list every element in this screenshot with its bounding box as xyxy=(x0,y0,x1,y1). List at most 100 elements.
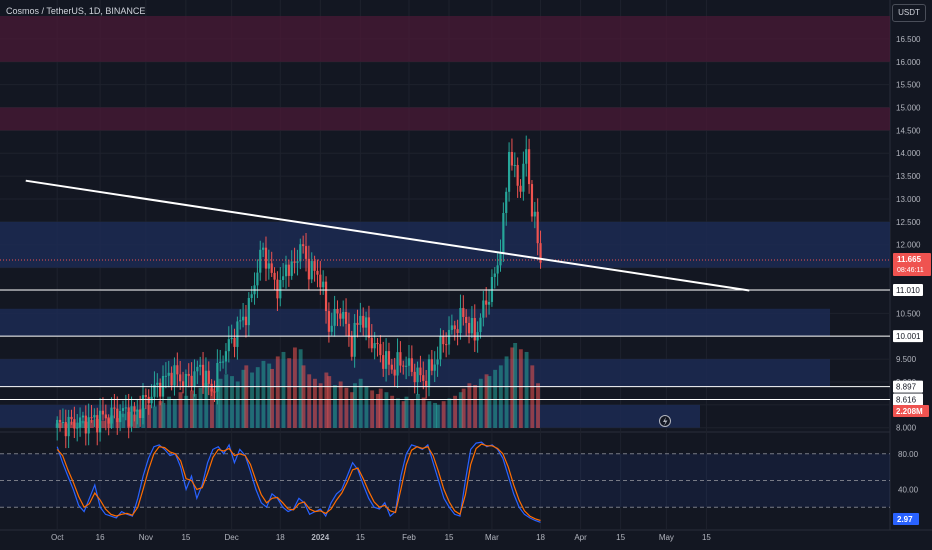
candle-body xyxy=(207,370,210,384)
level-tag xyxy=(893,380,923,393)
flash-icon-bolt xyxy=(663,417,668,426)
candle-body xyxy=(110,407,113,424)
volume-bar xyxy=(81,420,86,428)
candle-body xyxy=(244,316,248,326)
level-tag-label: 11.010 xyxy=(896,286,920,295)
volume-bar xyxy=(198,387,203,428)
candle-body xyxy=(533,211,536,217)
candle-body xyxy=(482,300,485,318)
candle-body xyxy=(150,396,153,404)
candle-body xyxy=(425,380,428,386)
volume-bar xyxy=(267,363,272,428)
time-tick-label: Oct xyxy=(51,533,64,542)
volume-bar xyxy=(344,387,349,428)
candle-body xyxy=(64,422,67,437)
candle-body xyxy=(513,164,516,166)
candle-body xyxy=(433,364,436,371)
candle-body xyxy=(376,343,379,345)
flash-icon[interactable] xyxy=(659,415,671,427)
candle-body xyxy=(459,307,462,334)
candle-body xyxy=(342,311,345,319)
volume-bar xyxy=(152,406,157,428)
candle-body xyxy=(307,258,310,280)
candle-body xyxy=(78,417,82,428)
volume-bar xyxy=(370,390,375,428)
volume-bar xyxy=(121,413,126,428)
price-tick-label: 10.500 xyxy=(896,309,921,318)
volume-bar xyxy=(218,378,223,428)
candle-body xyxy=(56,419,59,428)
candle-body xyxy=(136,409,139,412)
candle-body xyxy=(124,407,127,409)
candle-body xyxy=(359,315,362,325)
candle-body xyxy=(270,263,273,273)
candle-body xyxy=(339,313,342,319)
trendline[interactable] xyxy=(25,179,750,292)
candle-body xyxy=(456,329,459,334)
price-tick-label: 13.500 xyxy=(896,172,921,181)
volume-bar xyxy=(318,383,323,428)
volume-bar xyxy=(158,401,163,428)
stoch-d-line xyxy=(56,443,541,522)
candle-body xyxy=(442,336,445,345)
candle-body xyxy=(327,311,330,332)
candle-body xyxy=(107,418,110,424)
volume-bar xyxy=(401,401,406,428)
level-tag-label: 8.897 xyxy=(896,383,917,392)
candle-body xyxy=(67,416,70,437)
volume-bar xyxy=(250,372,254,428)
candle-body xyxy=(522,163,525,192)
volume-bar xyxy=(204,383,209,428)
candle-body xyxy=(407,358,411,366)
volume-bar xyxy=(478,378,483,428)
candle-body xyxy=(153,384,156,397)
candle-body xyxy=(284,264,288,277)
candle-body xyxy=(399,352,402,366)
time-tick-label: Apr xyxy=(574,533,587,542)
volume-bar xyxy=(395,398,400,428)
volume-bar xyxy=(101,420,106,428)
candle-body xyxy=(324,281,328,312)
last-price-label: 11.665 xyxy=(897,255,922,264)
candle-body xyxy=(76,427,79,429)
volume-bar xyxy=(473,385,478,428)
currency-button[interactable]: USDT xyxy=(892,4,926,22)
candle-body xyxy=(528,149,531,185)
volume-bar xyxy=(184,395,189,428)
volume-bar xyxy=(493,369,498,428)
volume-bar xyxy=(275,356,280,428)
time-tick-label: 15 xyxy=(616,533,625,542)
volume-bar xyxy=(390,395,395,428)
candle-body xyxy=(390,364,393,370)
stoch-tick-label: 80.00 xyxy=(898,450,919,459)
candle-body xyxy=(487,301,491,305)
candle-body xyxy=(130,406,133,427)
candle-body xyxy=(505,191,508,213)
candle-body xyxy=(167,372,170,376)
candle-body xyxy=(276,279,279,299)
volume-bar xyxy=(435,404,440,428)
candle-body xyxy=(287,264,290,276)
candle-body xyxy=(184,373,187,387)
candle-body xyxy=(227,339,230,352)
time-tick-label: 15 xyxy=(702,533,711,542)
candle-body xyxy=(367,317,371,338)
candle-body xyxy=(116,408,119,423)
last-price-tag xyxy=(893,253,931,277)
volume-bar xyxy=(487,376,492,428)
symbol-title: Cosmos / TetherUS, 1D, BINANCE xyxy=(6,6,146,16)
volume-bar xyxy=(327,376,332,428)
candle-body xyxy=(104,414,107,419)
volume-bar xyxy=(350,392,355,428)
candle-body xyxy=(490,276,494,302)
volume-bar xyxy=(172,399,177,428)
candle-body xyxy=(96,415,99,433)
price-tick-label: 15.000 xyxy=(896,104,921,113)
candle-body xyxy=(350,336,353,357)
candle-body xyxy=(170,372,173,386)
time-tick-label: 2024 xyxy=(311,533,329,542)
candle-body xyxy=(499,253,502,266)
candle-body xyxy=(164,375,167,377)
